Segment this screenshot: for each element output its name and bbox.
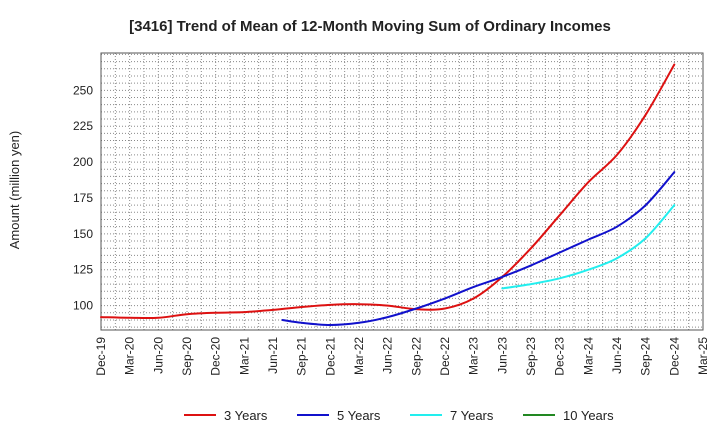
x-tick-label: Dec-20 <box>209 337 223 376</box>
plot-border <box>100 52 704 331</box>
x-tick-label: Jun-22 <box>381 337 395 374</box>
series-line-3-years <box>100 63 676 320</box>
x-tick-label: Dec-22 <box>438 337 452 376</box>
y-tick-label: 250 <box>73 83 93 97</box>
x-tick-label: Dec-23 <box>553 337 567 376</box>
series-line-7-years <box>501 204 676 290</box>
y-tick-label: 150 <box>73 227 93 241</box>
legend-label-5-years: 5 Years <box>337 408 381 423</box>
plot-area: 100 125 150 175 200 225 250 Dec-19 Mar-20 Jun-20 S… <box>73 52 710 376</box>
x-tick-label: Mar-25 <box>696 337 710 375</box>
x-tick-label: Sep-22 <box>409 337 423 376</box>
x-tick-label: Mar-21 <box>237 337 251 375</box>
y-axis-label: Amount (million yen) <box>7 131 22 250</box>
y-tick-label: 100 <box>73 299 93 313</box>
x-tick-label: Dec-24 <box>667 337 681 376</box>
chart-title: [3416] Trend of Mean of 12-Month Moving … <box>129 18 611 35</box>
x-tick-label: Mar-24 <box>581 337 595 375</box>
x-tick-label: Sep-20 <box>180 337 194 376</box>
x-tick-label: Jun-24 <box>610 337 624 374</box>
x-tick-label: Dec-21 <box>323 337 337 376</box>
y-tick-label: 125 <box>73 263 93 277</box>
x-tick-label: Jun-21 <box>266 337 280 374</box>
x-tick-label: Jun-20 <box>151 337 165 374</box>
x-tick-label: Sep-21 <box>295 337 309 376</box>
x-tick-label: Mar-20 <box>123 337 137 375</box>
x-tick-label: Jun-23 <box>495 337 509 374</box>
legend-label-7-years: 7 Years <box>450 408 494 423</box>
y-tick-label: 225 <box>73 119 93 133</box>
x-tick-label: Dec-19 <box>94 337 108 376</box>
x-tick-label: Mar-22 <box>352 337 366 375</box>
legend-label-3-years: 3 Years <box>224 408 268 423</box>
series-line-5-years <box>281 171 676 326</box>
legend-label-10-years: 10 Years <box>563 408 614 423</box>
y-tick-label: 200 <box>73 155 93 169</box>
x-tick-label: Sep-23 <box>524 337 538 376</box>
y-tick-label: 175 <box>73 191 93 205</box>
x-tick-label: Mar-23 <box>467 337 481 375</box>
legend: 3 Years 5 Years 7 Years 10 Years <box>184 408 614 423</box>
x-tick-label: Sep-24 <box>639 337 653 376</box>
